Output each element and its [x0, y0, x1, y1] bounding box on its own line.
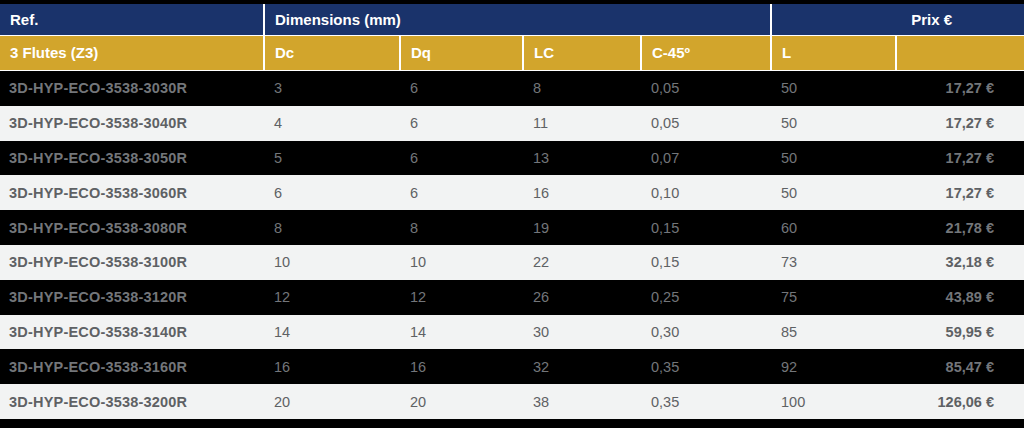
ref-cell: 3D-HYP-ECO-3538-3140R	[0, 324, 263, 340]
lc-cell: 22	[522, 254, 640, 270]
table-row: 3D-HYP-ECO-3538-3050R 5 6 13 0,07 50 17,…	[0, 141, 1024, 176]
ref-cell: 3D-HYP-ECO-3538-3160R	[0, 359, 263, 375]
table-row: 3D-HYP-ECO-3538-3080R 8 8 19 0,15 60 21,…	[0, 210, 1024, 245]
ref-cell: 3D-HYP-ECO-3538-3050R	[0, 150, 263, 166]
table-header-row: Ref. Dimensions (mm) Prix €	[0, 4, 1024, 35]
prix-cell: 43,89 €	[895, 289, 1024, 305]
c45-cell: 0,15	[640, 220, 770, 236]
ref-cell: 3D-HYP-ECO-3538-3040R	[0, 115, 263, 131]
prix-cell: 17,27 €	[895, 185, 1024, 201]
prix-cell: 17,27 €	[895, 115, 1024, 131]
prix-cell: 126,06 €	[895, 394, 1024, 410]
ref-cell: 3D-HYP-ECO-3538-3120R	[0, 289, 263, 305]
lc-cell: 26	[522, 289, 640, 305]
header-ref: Ref.	[0, 4, 263, 35]
ref-cell: 3D-HYP-ECO-3538-3100R	[0, 254, 263, 270]
dq-cell: 16	[399, 359, 522, 375]
lc-cell: 38	[522, 394, 640, 410]
ref-cell: 3D-HYP-ECO-3538-3060R	[0, 185, 263, 201]
prix-cell: 85,47 €	[895, 359, 1024, 375]
prix-cell: 59,95 €	[895, 324, 1024, 340]
ref-cell: 3D-HYP-ECO-3538-3030R	[0, 80, 263, 96]
table-row: 3D-HYP-ECO-3538-3140R 14 14 30 0,30 85 5…	[0, 315, 1024, 350]
subheader-flutes: 3 Flutes (Z3)	[0, 36, 263, 70]
table-row: 3D-HYP-ECO-3538-3160R 16 16 32 0,35 92 8…	[0, 349, 1024, 384]
lc-cell: 11	[522, 115, 640, 131]
dc-cell: 3	[263, 80, 399, 96]
subheader-dq: Dq	[399, 36, 522, 70]
header-prix: Prix €	[770, 4, 1024, 35]
dc-cell: 10	[263, 254, 399, 270]
table-row: 3D-HYP-ECO-3538-3060R 6 6 16 0,10 50 17,…	[0, 175, 1024, 210]
dq-cell: 20	[399, 394, 522, 410]
subheader-empty	[895, 36, 1024, 70]
l-cell: 92	[770, 359, 895, 375]
c45-cell: 0,25	[640, 289, 770, 305]
l-cell: 60	[770, 220, 895, 236]
l-cell: 50	[770, 150, 895, 166]
c45-cell: 0,05	[640, 80, 770, 96]
dq-cell: 6	[399, 185, 522, 201]
table-subheader-row: 3 Flutes (Z3) Dc Dq LC C-45º L	[0, 36, 1024, 70]
dq-cell: 10	[399, 254, 522, 270]
table-row: 3D-HYP-ECO-3538-3030R 3 6 8 0,05 50 17,2…	[0, 71, 1024, 106]
c45-cell: 0,15	[640, 254, 770, 270]
c45-cell: 0,07	[640, 150, 770, 166]
price-table: Ref. Dimensions (mm) Prix € 3 Flutes (Z3…	[0, 0, 1024, 428]
subheader-lc: LC	[522, 36, 640, 70]
dq-cell: 12	[399, 289, 522, 305]
c45-cell: 0,05	[640, 115, 770, 131]
c45-cell: 0,30	[640, 324, 770, 340]
bottom-divider	[0, 419, 1024, 428]
dc-cell: 4	[263, 115, 399, 131]
dc-cell: 5	[263, 150, 399, 166]
lc-cell: 13	[522, 150, 640, 166]
ref-cell: 3D-HYP-ECO-3538-3200R	[0, 394, 263, 410]
lc-cell: 32	[522, 359, 640, 375]
dc-cell: 6	[263, 185, 399, 201]
lc-cell: 16	[522, 185, 640, 201]
dq-cell: 6	[399, 80, 522, 96]
header-dimensions: Dimensions (mm)	[263, 4, 770, 35]
lc-cell: 8	[522, 80, 640, 96]
dc-cell: 12	[263, 289, 399, 305]
c45-cell: 0,35	[640, 394, 770, 410]
dc-cell: 14	[263, 324, 399, 340]
table-row: 3D-HYP-ECO-3538-3120R 12 12 26 0,25 75 4…	[0, 280, 1024, 315]
prix-cell: 21,78 €	[895, 220, 1024, 236]
table-row: 3D-HYP-ECO-3538-3040R 4 6 11 0,05 50 17,…	[0, 106, 1024, 141]
dc-cell: 16	[263, 359, 399, 375]
l-cell: 50	[770, 185, 895, 201]
l-cell: 100	[770, 394, 895, 410]
prix-cell: 17,27 €	[895, 80, 1024, 96]
ref-cell: 3D-HYP-ECO-3538-3080R	[0, 220, 263, 236]
dq-cell: 6	[399, 115, 522, 131]
dc-cell: 20	[263, 394, 399, 410]
c45-cell: 0,35	[640, 359, 770, 375]
table-row: 3D-HYP-ECO-3538-3200R 20 20 38 0,35 100 …	[0, 384, 1024, 419]
l-cell: 73	[770, 254, 895, 270]
table-body: 3D-HYP-ECO-3538-3030R 3 6 8 0,05 50 17,2…	[0, 71, 1024, 419]
prix-cell: 32,18 €	[895, 254, 1024, 270]
l-cell: 75	[770, 289, 895, 305]
lc-cell: 19	[522, 220, 640, 236]
l-cell: 50	[770, 80, 895, 96]
dc-cell: 8	[263, 220, 399, 236]
prix-cell: 17,27 €	[895, 150, 1024, 166]
l-cell: 85	[770, 324, 895, 340]
subheader-c45: C-45º	[640, 36, 770, 70]
dq-cell: 14	[399, 324, 522, 340]
c45-cell: 0,10	[640, 185, 770, 201]
dq-cell: 8	[399, 220, 522, 236]
l-cell: 50	[770, 115, 895, 131]
dq-cell: 6	[399, 150, 522, 166]
subheader-dc: Dc	[263, 36, 399, 70]
table-row: 3D-HYP-ECO-3538-3100R 10 10 22 0,15 73 3…	[0, 245, 1024, 280]
subheader-l: L	[770, 36, 895, 70]
lc-cell: 30	[522, 324, 640, 340]
